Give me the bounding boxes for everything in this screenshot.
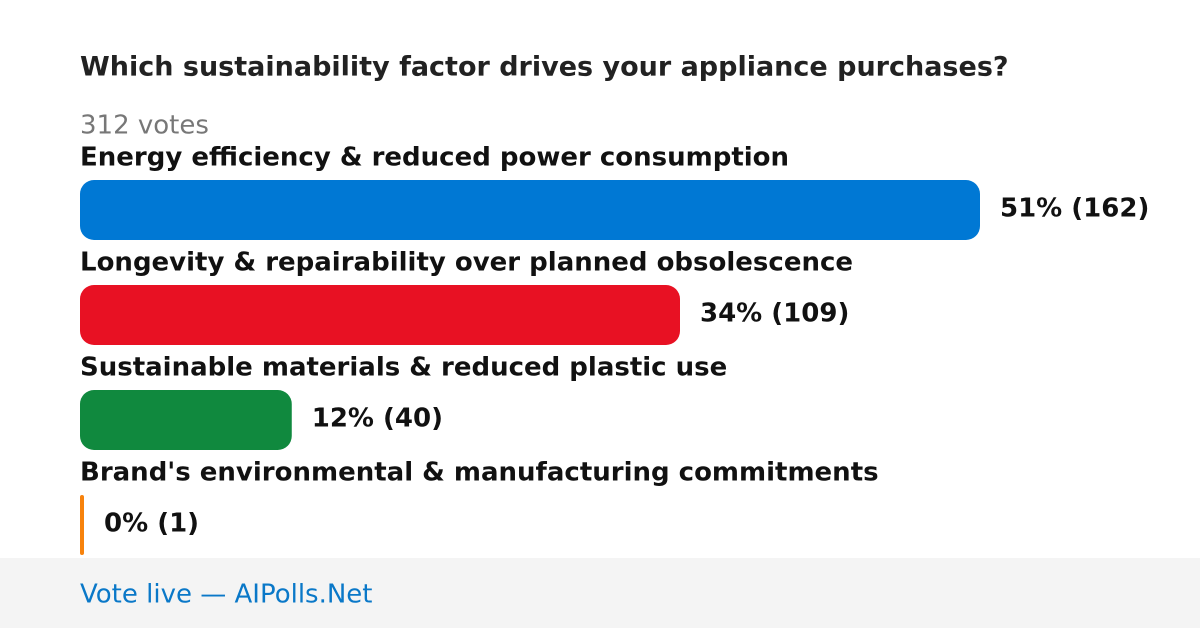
bar — [80, 285, 680, 345]
bar — [80, 180, 980, 240]
option-label: Longevity & repairability over planned o… — [80, 248, 853, 278]
value-label: 0% (1) — [104, 509, 199, 539]
option-label: Energy efficiency & reduced power consum… — [80, 143, 789, 173]
bar — [80, 495, 84, 555]
vote-count: 312 votes — [80, 111, 209, 141]
footer-bar — [0, 558, 1200, 628]
footer-link[interactable]: Vote live — AIPolls.Net — [80, 580, 373, 610]
option-label: Brand's environmental & manufacturing co… — [80, 458, 879, 488]
option-label: Sustainable materials & reduced plastic … — [80, 353, 727, 383]
poll-title: Which sustainability factor drives your … — [80, 52, 1009, 83]
value-label: 12% (40) — [312, 404, 443, 434]
value-label: 34% (109) — [700, 299, 849, 329]
value-label: 51% (162) — [1000, 194, 1149, 224]
bar — [80, 390, 292, 450]
